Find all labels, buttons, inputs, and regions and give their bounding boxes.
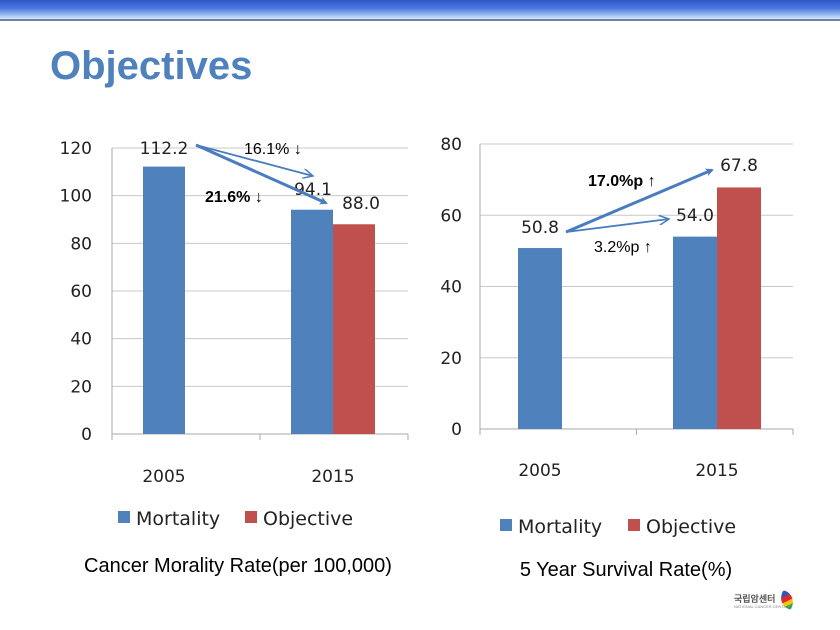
bar-mortality-2005 [518, 248, 562, 429]
data-label: 50.8 [521, 218, 559, 238]
legend-swatch-objective [628, 519, 640, 531]
y-tick-label: 0 [81, 425, 92, 445]
logo-text: 국립암센터 [734, 594, 776, 604]
change-annotation: 21.6% ↓ [205, 189, 263, 206]
change-arrow [195, 144, 313, 176]
header-divider [0, 19, 840, 21]
y-tick-label: 80 [440, 135, 462, 155]
x-tick-label: 2015 [311, 467, 354, 487]
y-tick-label: 60 [70, 282, 92, 302]
data-label: 67.8 [720, 156, 758, 176]
change-arrow [565, 168, 714, 234]
legend-swatch-mortality [500, 519, 512, 531]
y-tick-label: 100 [60, 187, 92, 207]
y-tick-label: 40 [70, 330, 92, 350]
y-tick-label: 120 [60, 139, 92, 159]
change-annotation: 3.2%p ↑ [594, 239, 652, 256]
ncc-logo: 국립암센터 NATIONAL CANCER CENTER [734, 590, 798, 616]
x-tick-label: 2015 [695, 461, 738, 481]
legend-label: Objective [263, 508, 353, 530]
x-tick-label: 2005 [518, 461, 561, 481]
legend-label: Mortality [136, 508, 220, 530]
change-annotation: 17.0%p ↑ [588, 173, 656, 190]
bar-mortality-2015 [291, 209, 333, 434]
legend-swatch-objective [245, 511, 257, 523]
chart-caption: 5 Year Survival Rate(%) [520, 559, 732, 581]
header-gradient-bar [0, 0, 840, 19]
logo-subtext: NATIONAL CANCER CENTER [734, 604, 790, 609]
y-tick-label: 20 [70, 377, 92, 397]
bar-objective-2015 [717, 187, 761, 429]
mortality-rate-chart: 0 20 40 60 80 100 120 2005 2015 112.2 94.1 88.0 16.1… [60, 139, 409, 577]
y-tick-label: 40 [440, 278, 462, 298]
data-label: 112.2 [140, 139, 189, 159]
y-tick-label: 0 [451, 420, 462, 440]
bar-mortality-2005 [143, 166, 185, 434]
legend-label: Objective [646, 516, 736, 538]
y-tick-label: 80 [70, 234, 92, 254]
bar-objective-2015 [333, 224, 375, 434]
change-arrow [565, 219, 669, 233]
change-annotation: 16.1% ↓ [244, 141, 302, 158]
x-tick-label: 2005 [142, 467, 185, 487]
chart-caption: Cancer Morality Rate(per 100,000) [84, 555, 392, 577]
y-tick-label: 20 [440, 349, 462, 369]
data-label: 94.1 [294, 180, 332, 200]
legend-swatch-mortality [118, 511, 130, 523]
slide-title: Objectives [50, 44, 253, 88]
legend-label: Mortality [518, 516, 602, 538]
y-tick-label: 60 [440, 206, 462, 226]
data-label: 54.0 [676, 206, 714, 226]
bar-mortality-2015 [673, 236, 717, 429]
change-arrow [195, 143, 328, 205]
survival-rate-chart: 0 20 40 60 80 2005 2015 50.8 54.0 67.8 17.0%p ↑ 3.2… [440, 135, 794, 581]
data-label: 88.0 [342, 194, 380, 214]
